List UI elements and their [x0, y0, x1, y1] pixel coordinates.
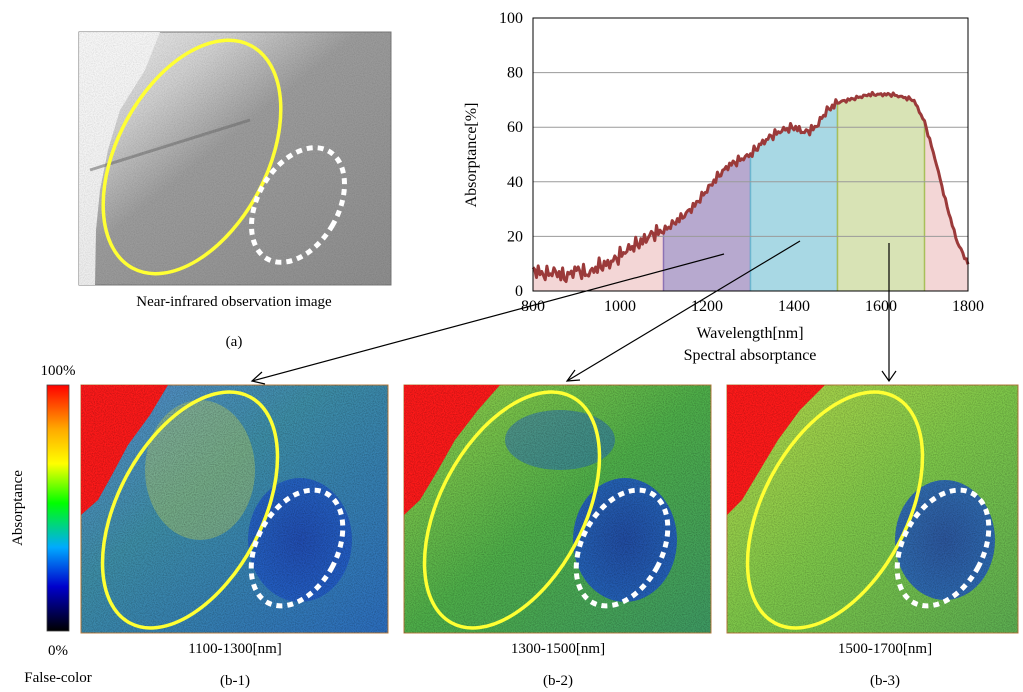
- y-tick-label: 20: [507, 228, 523, 245]
- panel-b1: [80, 384, 389, 634]
- y-tick-label: 80: [507, 65, 523, 82]
- panel-b2-highlight-white: [573, 487, 671, 609]
- band-area-1: [663, 154, 751, 291]
- band-area-2: [750, 102, 838, 291]
- panel-b3-highlight-white: [894, 487, 992, 609]
- panel-b1-highlight-white: [248, 487, 346, 609]
- colorbar: 100% Absorptance 0% False-color: [10, 363, 92, 686]
- x-tick-label: 1400: [778, 298, 810, 315]
- panel-b1-caption: 1100-1300[nm]: [188, 641, 282, 657]
- y-tick-label: 100: [499, 10, 523, 27]
- nir-caption: Near-infrared observation image: [136, 294, 332, 310]
- x-tick-label: 1200: [691, 298, 723, 315]
- y-tick-label: 60: [507, 119, 523, 136]
- label-a: (a): [226, 334, 243, 350]
- arrow-band-1: [251, 253, 725, 382]
- panel-b2-highlight-yellow: [422, 390, 602, 630]
- band-arrows: [250, 240, 897, 385]
- arrow-head-1: [250, 371, 266, 385]
- panel-b3-label: (b-3): [870, 673, 900, 689]
- plot-frame: [532, 17, 969, 292]
- chart-caption: Spectral absorptance: [684, 347, 817, 364]
- panel-b2-label: (b-2): [543, 673, 573, 689]
- nir-highlight-white: [249, 145, 347, 265]
- band-area-3: [837, 94, 925, 291]
- y-tick-label: 40: [507, 174, 523, 191]
- x-tick-label: 1800: [952, 298, 984, 315]
- x-tick-label: 1600: [865, 298, 897, 315]
- panel-b3-caption: 1500-1700[nm]: [838, 641, 932, 657]
- arrow-head-2: [565, 369, 581, 382]
- panel-b3: [726, 384, 1019, 634]
- colorbar-gradient: [46, 384, 70, 632]
- colorbar-axis-label: Absorptance: [10, 470, 26, 546]
- arrow-head-3: [881, 370, 897, 383]
- x-tick-label: 800: [521, 298, 545, 315]
- panel-b3-highlight-yellow: [745, 390, 925, 630]
- colorbar-bottom-label: 0%: [48, 643, 68, 659]
- nir-image: [78, 31, 392, 286]
- absorptance-line: [531, 90, 970, 283]
- colorbar-footer: False-color: [24, 670, 91, 686]
- chart-xlabel: Wavelength[nm]: [696, 325, 803, 342]
- panel-b2: [403, 384, 712, 634]
- panel-b2-caption: 1300-1500[nm]: [511, 641, 605, 657]
- colorbar-top-label: 100%: [41, 363, 76, 379]
- absorptance-chart: 800 1000 1200 1400 1600 1800 0 20 40 60 80 100 Abso…: [463, 10, 984, 364]
- panel-b1-label: (b-1): [220, 673, 250, 689]
- y-tick-label: 0: [515, 283, 523, 300]
- x-tick-label: 1000: [604, 298, 636, 315]
- nir-highlight-yellow: [101, 38, 283, 276]
- chart-ylabel: Absorptance[%]: [463, 103, 480, 208]
- arrow-band-2: [566, 240, 801, 382]
